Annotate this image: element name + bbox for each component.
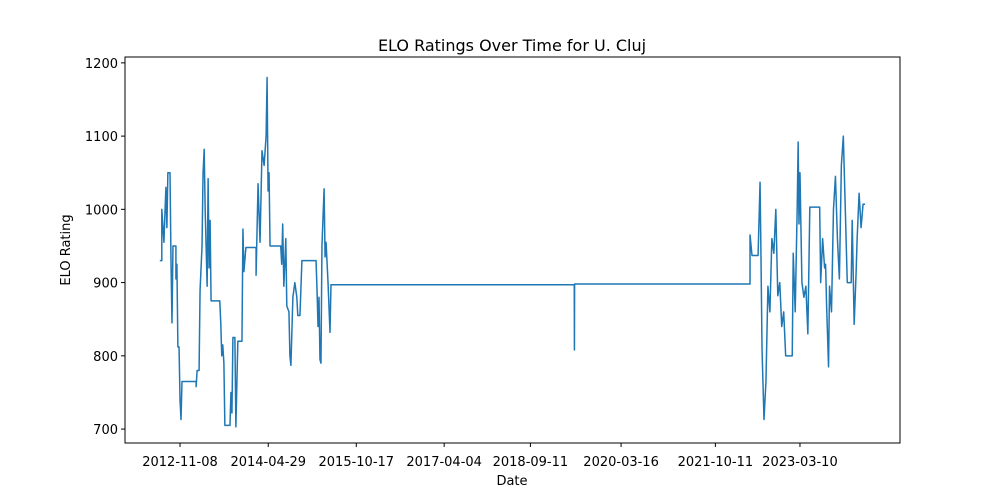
line: [159, 76, 866, 428]
x-tick-label: 2018-09-11: [493, 455, 569, 470]
y-tick-label: 1000: [85, 203, 118, 218]
x-tick-label: 2012-11-08: [142, 455, 218, 470]
x-tick-label: 2014-04-29: [230, 455, 306, 470]
y-axis-label: ELO Rating: [59, 214, 74, 285]
plot-frame: [124, 56, 901, 444]
y-tick-label: 1100: [85, 130, 118, 145]
x-tick-label: 2023-03-10: [762, 455, 838, 470]
y-tick-label: 700: [93, 423, 118, 438]
y-tick-label: 1200: [85, 57, 118, 72]
x-tick-label: 2017-04-04: [406, 455, 482, 470]
x-tick-label: 2020-03-16: [583, 455, 659, 470]
chart-title: ELO Ratings Over Time for U. Cluj: [378, 36, 646, 55]
x-axis-label: Date: [496, 474, 527, 489]
x-tick-label: 2021-10-11: [678, 455, 754, 470]
x-tick-label: 2015-10-17: [319, 455, 395, 470]
y-tick-label: 800: [93, 350, 118, 365]
y-tick-label: 900: [93, 277, 118, 292]
